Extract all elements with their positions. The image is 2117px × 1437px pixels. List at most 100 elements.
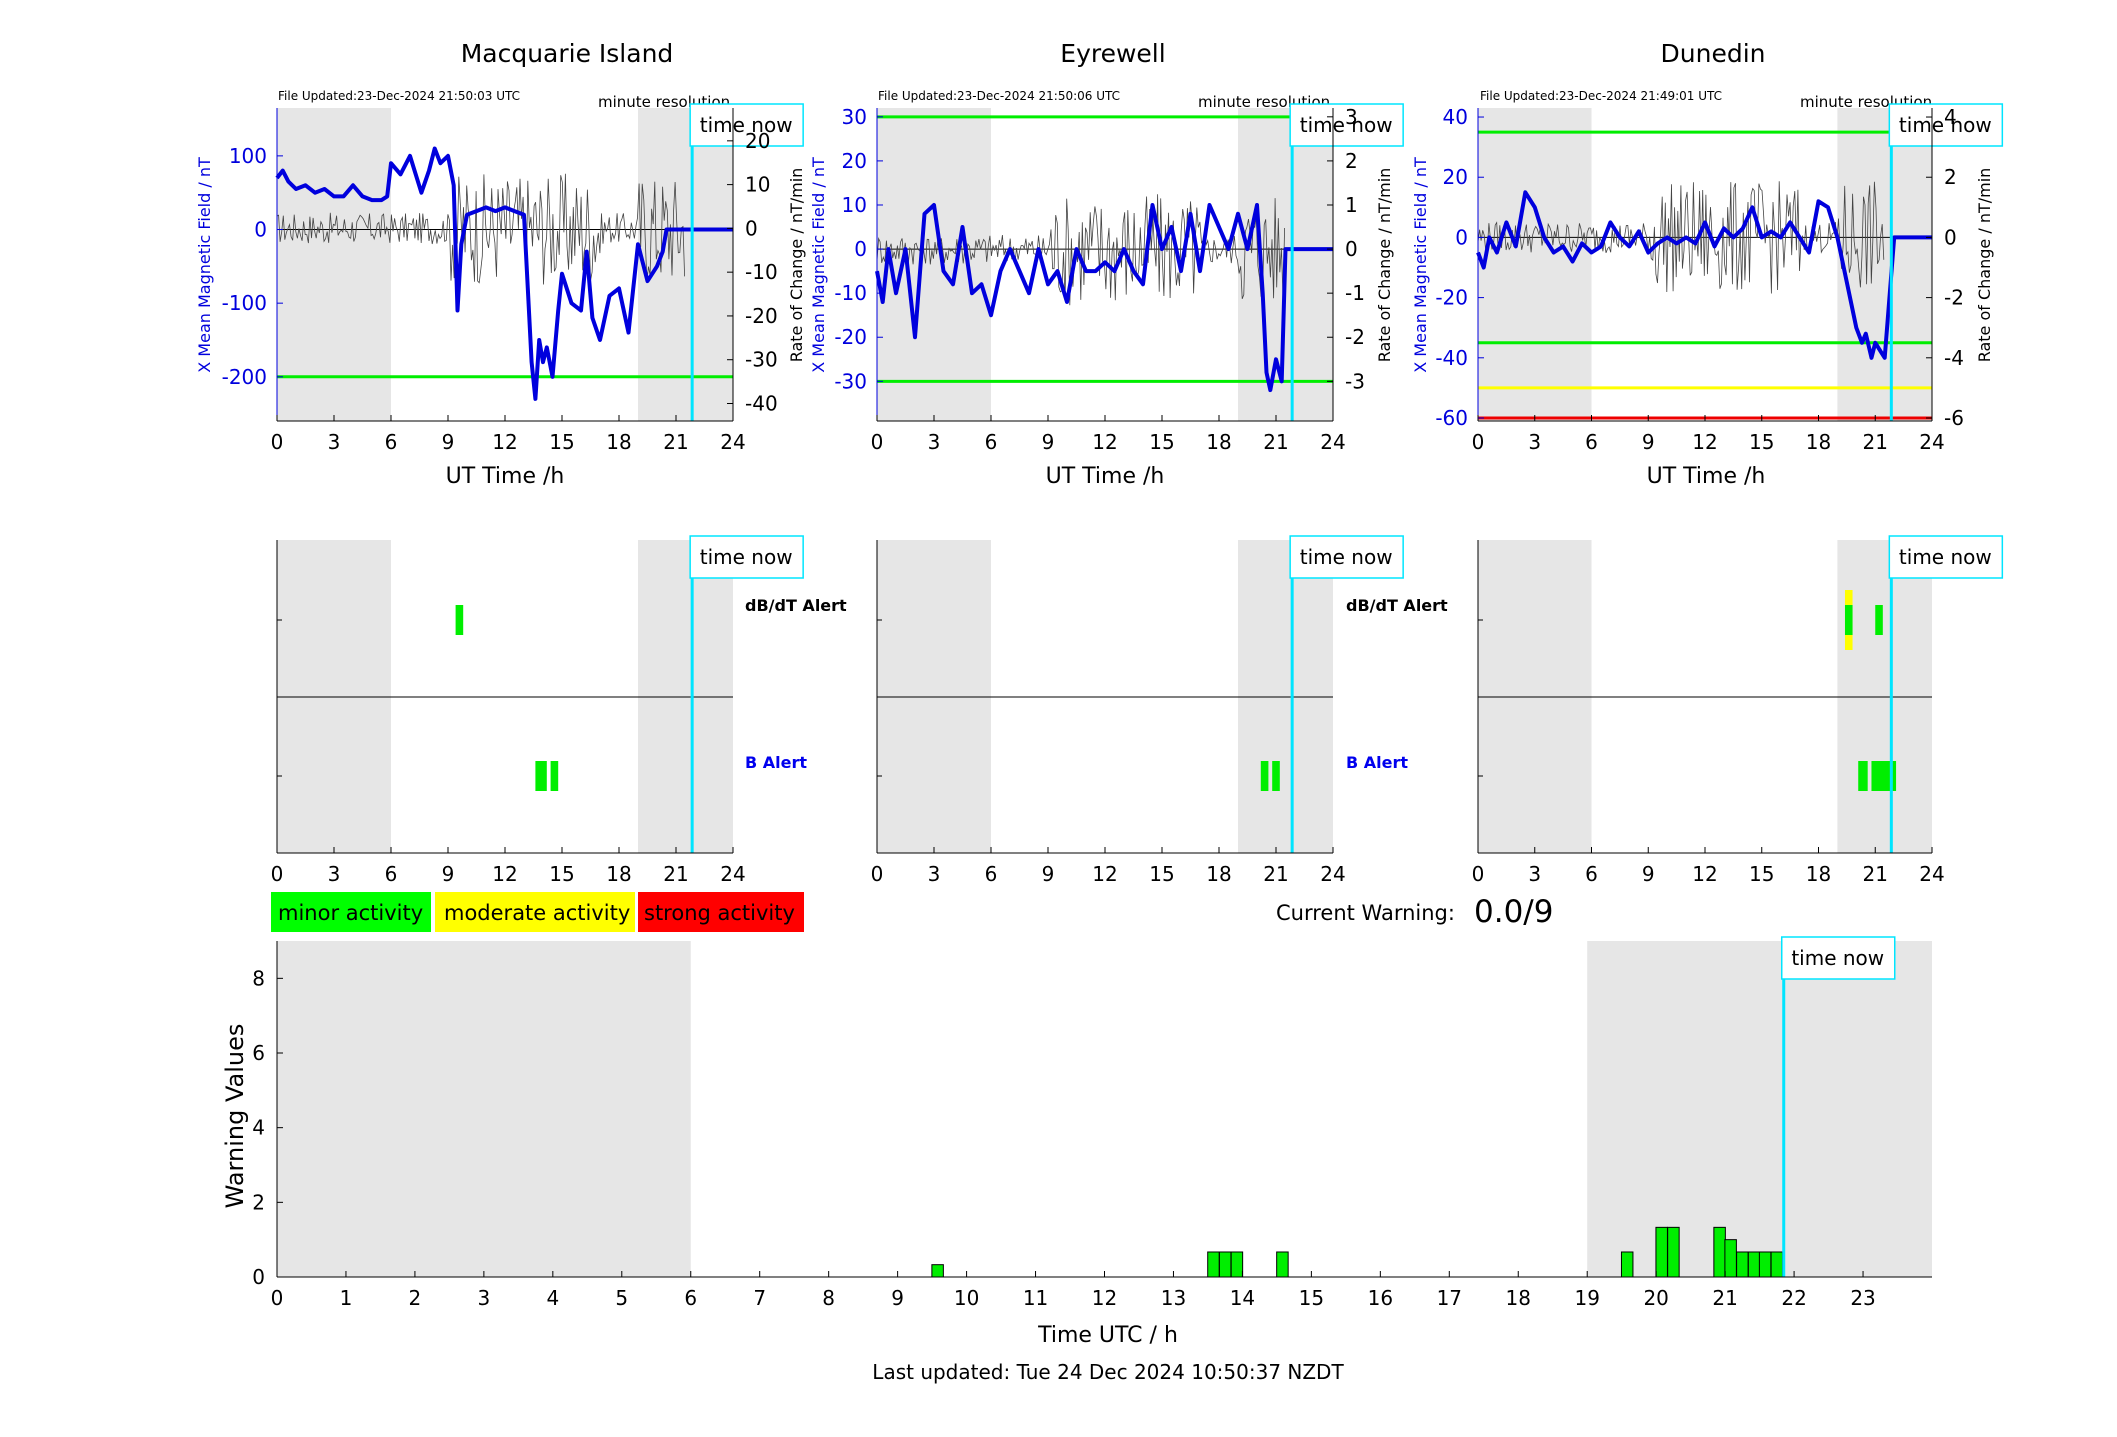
x-axis-label: Time UTC / h [1037, 1323, 1178, 1348]
x-tick-label: 6 [985, 862, 998, 886]
x-tick-label: 11 [1023, 1286, 1048, 1310]
warning-bar [1770, 1251, 1784, 1278]
field-series-line [875, 203, 1333, 393]
time-now-box [689, 103, 804, 147]
x-tick-label: 6 [684, 1286, 697, 1310]
b-alert-bar [1272, 761, 1280, 791]
last-updated-label: Last updated: Tue 24 Dec 2024 10:50:37 N… [872, 1360, 1344, 1384]
y-tick-label-right: 3 [1345, 105, 1358, 129]
warning-bar [1276, 1251, 1289, 1278]
legend-swatch-moderate [435, 892, 635, 932]
y-tick-label: 8 [252, 966, 265, 990]
x-tick-label: 14 [1230, 1286, 1255, 1310]
x-tick-label: 21 [1263, 430, 1288, 454]
x-tick-label: 23 [1850, 1286, 1875, 1310]
x-tick-label: 0 [271, 862, 284, 886]
y-tick-label-right: 0 [1944, 225, 1957, 249]
x-tick-label: 18 [1806, 430, 1831, 454]
y-axis-label-left: X Mean Magnetic Field / nT [195, 157, 214, 373]
alert-chart-eyrewell: dB/dT Alert B Alert time now 0 3 6 9 12 15 18 21… [871, 535, 1448, 886]
x-tick-label: 15 [549, 862, 574, 886]
x-tick-label: 9 [1042, 862, 1055, 886]
y-tick-label-left: 10 [842, 193, 867, 217]
x-tick-label: 15 [1749, 862, 1774, 886]
y-tick-label-right: 20 [745, 129, 770, 153]
x-tick-label: 17 [1437, 1286, 1462, 1310]
activity-legend: minor activity moderate activity strong … [271, 892, 804, 932]
x-tick-label: 9 [442, 430, 455, 454]
legend-label-minor: minor activity [278, 901, 423, 925]
night-shade [277, 108, 391, 421]
dbdt-alert-label: dB/dT Alert [745, 596, 847, 615]
station-title-macquarie: Macquarie Island [461, 39, 674, 68]
y-axis-label-right: Rate of Change / nT/min [1975, 168, 1994, 363]
x-tick-label: 3 [928, 430, 941, 454]
x-tick-label: 0 [271, 1286, 284, 1310]
rate-of-change-trace [276, 173, 685, 285]
time-now-box [1289, 103, 1404, 147]
y-tick-label-right: -2 [1345, 325, 1365, 349]
file-updated-label: File Updated:23-Dec-2024 21:50:03 UTC [278, 89, 520, 103]
y-tick-label-right: -2 [1944, 286, 1964, 310]
x-tick-label: 12 [1092, 430, 1117, 454]
warning-bar [1713, 1226, 1726, 1278]
x-tick-label: 0 [271, 430, 284, 454]
x-tick-label: 24 [1919, 430, 1944, 454]
warning-bar [931, 1264, 944, 1278]
b-alert-label: B Alert [1346, 753, 1408, 772]
x-tick-label: 3 [328, 430, 341, 454]
x-tick-label: 9 [1042, 430, 1055, 454]
b-alert-label: B Alert [745, 753, 807, 772]
x-tick-label: 21 [1863, 430, 1888, 454]
x-tick-label: 24 [1320, 430, 1345, 454]
x-tick-label: 9 [442, 862, 455, 886]
y-tick-label-right: -20 [745, 304, 778, 328]
y-tick-label-left: 30 [842, 105, 867, 129]
x-tick-label: 9 [1642, 430, 1655, 454]
current-warning-value: 0.0/9 [1474, 894, 1553, 930]
field-chart-eyrewell: File Updated:23-Dec-2024 21:50:06 UTC mi… [809, 89, 1404, 489]
y-tick-label-left: -20 [834, 325, 867, 349]
x-tick-label: 6 [985, 430, 998, 454]
b-alert-bar [1260, 761, 1269, 791]
x-axis-label: UT Time /h [446, 464, 565, 489]
time-now-label: time now [1791, 946, 1884, 970]
y-tick-label-left: -20 [1435, 286, 1468, 310]
x-tick-label: 21 [1263, 862, 1288, 886]
night-shade [638, 108, 733, 421]
x-tick-label: 18 [606, 430, 631, 454]
night-shade [1837, 108, 1932, 421]
x-tick-label: 15 [1149, 430, 1174, 454]
night-shade [277, 941, 691, 1277]
warning-bar [1620, 1251, 1634, 1278]
x-tick-label: 20 [1643, 1286, 1668, 1310]
time-now-label: time now [1899, 545, 1992, 569]
x-tick-label: 7 [753, 1286, 766, 1310]
y-tick-label: 6 [252, 1041, 265, 1065]
dbdt-alert-bar [455, 605, 464, 635]
y-tick-label-left: -40 [1435, 346, 1468, 370]
night-shade [877, 108, 991, 421]
x-tick-label: 6 [1585, 430, 1598, 454]
y-tick-label-right: 1 [1345, 193, 1358, 217]
x-tick-label: 21 [1863, 862, 1888, 886]
x-tick-label: 6 [385, 430, 398, 454]
legend-label-strong: strong activity [644, 901, 795, 925]
x-tick-label: 10 [954, 1286, 979, 1310]
x-tick-label: 4 [546, 1286, 559, 1310]
y-tick-label-left: 100 [229, 144, 267, 168]
x-tick-label: 5 [615, 1286, 628, 1310]
warning-bar [1667, 1226, 1680, 1278]
x-tick-label: 0 [871, 862, 884, 886]
y-tick-label-left: 0 [1455, 225, 1468, 249]
x-tick-label: 9 [891, 1286, 904, 1310]
y-tick-label-right: -40 [745, 391, 778, 415]
x-tick-label: 15 [1749, 430, 1774, 454]
x-axis-label: UT Time /h [1046, 464, 1165, 489]
x-axis-label: UT Time /h [1647, 464, 1766, 489]
x-tick-label: 24 [720, 430, 745, 454]
y-tick-label-left: -60 [1435, 406, 1468, 430]
legend-label-moderate: moderate activity [444, 901, 630, 925]
x-tick-label: 18 [1206, 430, 1231, 454]
